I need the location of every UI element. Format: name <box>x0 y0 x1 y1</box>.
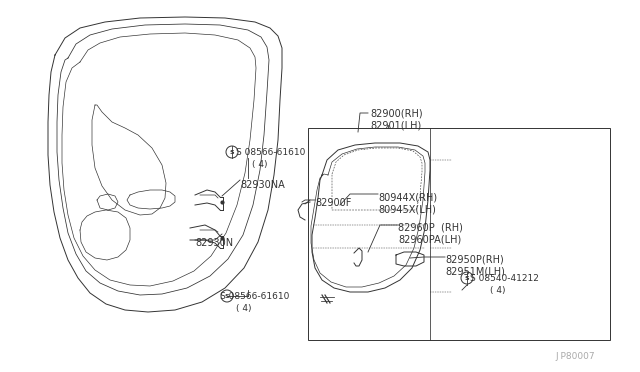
Text: 82901(LH): 82901(LH) <box>370 120 421 130</box>
Text: ( 4): ( 4) <box>252 160 268 169</box>
Text: 82951M(LH): 82951M(LH) <box>445 266 505 276</box>
Text: S 08540-41212: S 08540-41212 <box>470 274 539 283</box>
Text: J P80007: J P80007 <box>555 352 595 361</box>
Text: S 08566-61610: S 08566-61610 <box>236 148 305 157</box>
Text: 82960PA(LH): 82960PA(LH) <box>398 234 461 244</box>
Text: ( 4): ( 4) <box>236 304 252 313</box>
Text: 82930N: 82930N <box>195 238 233 248</box>
Text: 82900(RH): 82900(RH) <box>370 108 422 118</box>
Text: ( 4): ( 4) <box>490 286 506 295</box>
Text: 82900F: 82900F <box>315 198 351 208</box>
Text: S 08566-61610: S 08566-61610 <box>220 292 289 301</box>
Text: S: S <box>225 294 229 298</box>
Text: 82930NA: 82930NA <box>240 180 285 190</box>
Text: 82950P(RH): 82950P(RH) <box>445 254 504 264</box>
Text: 82960P  (RH): 82960P (RH) <box>398 222 463 232</box>
Text: S: S <box>230 150 234 154</box>
Bar <box>308 128 610 340</box>
Text: 80945X(LH): 80945X(LH) <box>378 204 436 214</box>
Text: S: S <box>465 276 469 280</box>
Text: 80944X(RH): 80944X(RH) <box>378 192 437 202</box>
